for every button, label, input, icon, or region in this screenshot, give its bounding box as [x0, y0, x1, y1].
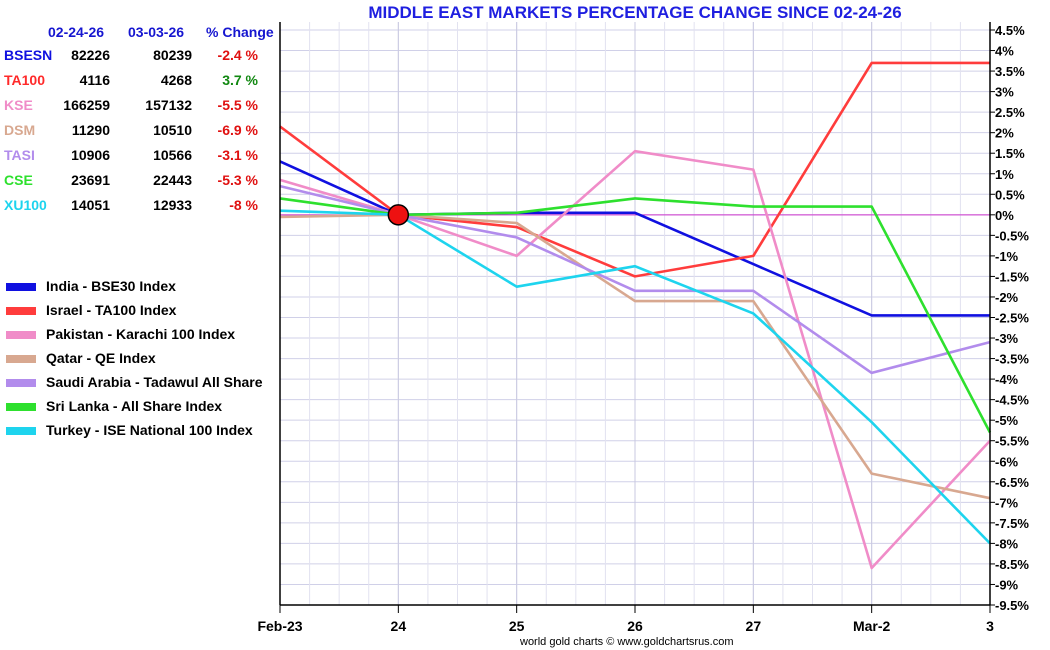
y-tick-label: -6% — [995, 454, 1019, 469]
x-tick-label: 26 — [627, 618, 643, 634]
table-cell-ticker: KSE — [4, 97, 33, 113]
table-header-change: % Change — [206, 24, 274, 40]
legend-swatch — [6, 403, 36, 411]
y-tick-label: -8% — [995, 536, 1019, 551]
table-cell-v2: 4268 — [160, 72, 192, 88]
y-tick-label: -1.5% — [995, 269, 1029, 284]
table-cell-v2: 157132 — [145, 97, 192, 113]
table-cell-v1: 82226 — [71, 47, 110, 63]
y-tick-label: 0% — [995, 208, 1014, 223]
legend-label: India - BSE30 Index — [46, 278, 176, 294]
table-cell-v2: 12933 — [153, 197, 192, 213]
chart-grid — [279, 22, 991, 606]
y-tick-label: -9.5% — [995, 598, 1029, 613]
y-tick-label: -2.5% — [995, 311, 1029, 326]
legend-swatch — [6, 379, 36, 387]
table-header-date2: 03-03-26 — [128, 24, 185, 40]
table-cell-change: 3.7 % — [222, 72, 258, 88]
y-tick-label: 1.5% — [995, 146, 1025, 161]
legend-label: Sri Lanka - All Share Index — [46, 398, 223, 414]
chart-title: MIDDLE EAST MARKETS PERCENTAGE CHANGE SI… — [368, 3, 902, 22]
base-date-marker — [387, 204, 410, 226]
table-cell-change: -3.1 % — [217, 147, 258, 163]
table-header-date1: 02-24-26 — [48, 24, 105, 40]
legend-swatch — [6, 331, 36, 339]
y-tick-label: -1% — [995, 249, 1019, 264]
y-tick-label: 4.5% — [995, 23, 1025, 38]
table-row: XU100 14051 12933 -8 % — [0, 197, 280, 219]
table-row: DSM 11290 10510 -6.9 % — [0, 122, 280, 144]
y-tick-label: -9% — [995, 577, 1019, 592]
y-tick-label: 4% — [995, 44, 1014, 59]
table-cell-v2: 80239 — [153, 47, 192, 63]
y-tick-label: -3% — [995, 331, 1019, 346]
y-tick-label: 3% — [995, 85, 1014, 100]
table-row: CSE 23691 22443 -5.3 % — [0, 172, 280, 194]
legend-swatch — [6, 355, 36, 363]
table-cell-v1: 166259 — [63, 97, 110, 113]
y-tick-label: 3.5% — [995, 64, 1025, 79]
x-tick-label: Feb-23 — [257, 618, 302, 634]
legend-label: Qatar - QE Index — [46, 350, 156, 366]
table-cell-ticker: XU100 — [4, 197, 47, 213]
legend-label: Saudi Arabia - Tadawul All Share — [46, 374, 263, 390]
table-cell-v1: 10906 — [71, 147, 110, 163]
y-tick-label: -4.5% — [995, 393, 1029, 408]
table-cell-ticker: TA100 — [4, 72, 45, 88]
table-cell-change: -5.5 % — [217, 97, 258, 113]
x-tick-labels: Feb-23 24 25 26 27 Mar-2 3 — [257, 618, 994, 634]
table-row: TA100 4116 4268 3.7 % — [0, 72, 280, 94]
y-tick-label: -5% — [995, 413, 1019, 428]
table-cell-change: -2.4 % — [217, 47, 258, 63]
y-tick-label: -6.5% — [995, 475, 1029, 490]
table-cell-ticker: CSE — [4, 172, 33, 188]
y-tick-labels: 4.5% 4% 3.5% 3% 2.5% 2% 1.5% 1% 0.5% 0% -0.5% -1% -1… — [990, 23, 1029, 613]
legend-swatch — [6, 283, 36, 291]
y-tick-label: -2% — [995, 290, 1019, 305]
y-tick-label: -5.5% — [995, 434, 1029, 449]
y-tick-label: 2.5% — [995, 105, 1025, 120]
table-cell-change: -5.3 % — [217, 172, 258, 188]
table-cell-v2: 10510 — [153, 122, 192, 138]
y-tick-label: 2% — [995, 126, 1014, 141]
y-tick-label: -3.5% — [995, 352, 1029, 367]
x-tick-label: 24 — [391, 618, 407, 634]
table-row: KSE 166259 157132 -5.5 % — [0, 97, 280, 119]
legend-label: Turkey - ISE National 100 Index — [46, 422, 253, 438]
y-tick-label: 1% — [995, 167, 1014, 182]
legend-label: Israel - TA100 Index — [46, 302, 177, 318]
y-tick-label: -7.5% — [995, 516, 1029, 531]
chart-credit: world gold charts © www.goldchartsrus.co… — [520, 636, 734, 648]
table-cell-v1: 4116 — [79, 72, 110, 88]
table-cell-ticker: DSM — [4, 122, 36, 138]
table-row: BSESN 82226 80239 -2.4 % — [0, 47, 280, 69]
table-cell-change: -6.9 % — [217, 122, 258, 138]
table-cell-v1: 11290 — [71, 122, 110, 138]
base-marker-circle — [387, 204, 410, 226]
y-tick-label: -8.5% — [995, 557, 1029, 572]
x-tick-label: 27 — [746, 618, 762, 634]
x-tick-label: 3 — [986, 618, 994, 634]
table-cell-v2: 10566 — [153, 147, 192, 163]
table-cell-v1: 14051 — [71, 197, 110, 213]
table-row: TASI 10906 10566 -3.1 % — [0, 147, 280, 169]
table-cell-v2: 22443 — [153, 172, 192, 188]
legend-swatch — [6, 427, 36, 435]
y-tick-label: -0.5% — [995, 228, 1029, 243]
table-cell-change: -8 % — [229, 197, 258, 213]
legend-label: Pakistan - Karachi 100 Index — [46, 326, 236, 342]
chart-axes — [279, 22, 991, 613]
table-cell-v1: 23691 — [71, 172, 110, 188]
table-cell-ticker: BSESN — [4, 47, 53, 63]
table-cell-ticker: TASI — [4, 147, 35, 163]
x-tick-label: Mar-2 — [853, 618, 891, 634]
legend-swatch — [6, 307, 36, 315]
y-tick-label: -7% — [995, 495, 1019, 510]
x-tick-label: 25 — [509, 618, 525, 634]
y-tick-label: 0.5% — [995, 187, 1025, 202]
y-tick-label: -4% — [995, 372, 1019, 387]
